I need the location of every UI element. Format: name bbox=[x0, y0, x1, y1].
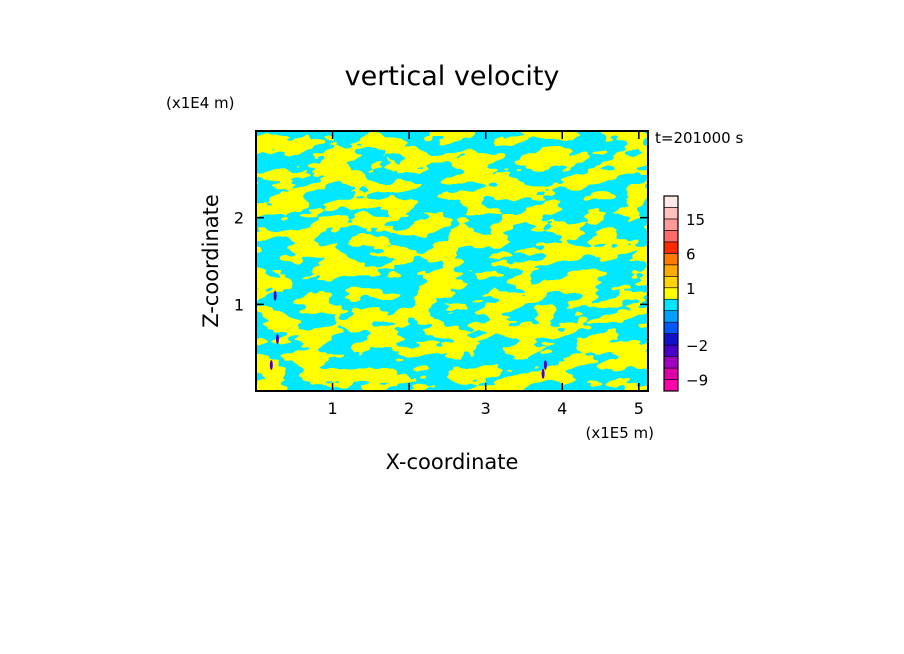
colorbar-swatch-16 bbox=[663, 195, 679, 208]
y-axis: 12 bbox=[234, 209, 648, 314]
colorbar-label-3: −2 bbox=[686, 337, 708, 355]
colorbar-swatch-1 bbox=[663, 367, 679, 380]
x-scale-label: (x1E5 m) bbox=[585, 424, 654, 442]
colorbar-swatch-14 bbox=[663, 218, 679, 231]
colorbar-swatch-0 bbox=[663, 379, 679, 392]
colorbar-swatch-4 bbox=[663, 333, 679, 346]
colorbar-swatch-2 bbox=[663, 356, 679, 369]
colorbar-swatch-5 bbox=[663, 321, 679, 334]
velocity-field bbox=[256, 131, 648, 391]
y-axis-label: Z-coordinate bbox=[199, 194, 223, 328]
x-tick-label-3: 4 bbox=[557, 399, 567, 418]
colorbar-label-2: 1 bbox=[686, 280, 696, 298]
x-tick-label-0: 1 bbox=[327, 399, 337, 418]
colorbar-swatch-11 bbox=[663, 253, 679, 266]
colorbar-swatch-6 bbox=[663, 310, 679, 323]
spot-0 bbox=[273, 290, 277, 301]
colorbar-swatch-7 bbox=[663, 298, 679, 312]
x-tick-label-2: 3 bbox=[481, 399, 491, 418]
x-axis-label: X-coordinate bbox=[386, 450, 519, 474]
spot-2 bbox=[269, 360, 273, 370]
spot-1 bbox=[275, 334, 279, 344]
y-scale-label: (x1E4 m) bbox=[166, 94, 235, 112]
colorbar-label-1: 6 bbox=[686, 245, 696, 263]
chart-title: vertical velocity bbox=[345, 61, 560, 92]
colorbar-swatch-12 bbox=[663, 241, 679, 254]
colorbar-swatch-13 bbox=[663, 230, 679, 243]
plot-frame bbox=[255, 130, 649, 392]
colorbar-swatch-10 bbox=[663, 264, 679, 277]
x-tick-label-4: 5 bbox=[634, 399, 644, 418]
y-tick-label-1: 2 bbox=[234, 209, 244, 228]
x-tick-label-1: 2 bbox=[404, 399, 414, 418]
spot-4 bbox=[541, 368, 545, 379]
spot-3 bbox=[543, 360, 547, 370]
colorbar-swatch-15 bbox=[663, 207, 679, 220]
x-axis: 1 2 3 4 5 bbox=[327, 131, 644, 418]
y-tick-label-0: 1 bbox=[234, 295, 244, 314]
colorbar-swatch-9 bbox=[663, 275, 679, 289]
colorbar-swatch-8 bbox=[663, 287, 679, 300]
colorbar-swatch-3 bbox=[663, 344, 679, 357]
colorbar-frame bbox=[663, 195, 679, 392]
colorbar-label-0: 15 bbox=[686, 211, 705, 229]
colorbar-label-4: −9 bbox=[686, 372, 708, 390]
colorbar: 15 6 1 −2 −9 bbox=[663, 195, 708, 392]
time-label: t=201000 s bbox=[655, 129, 743, 147]
